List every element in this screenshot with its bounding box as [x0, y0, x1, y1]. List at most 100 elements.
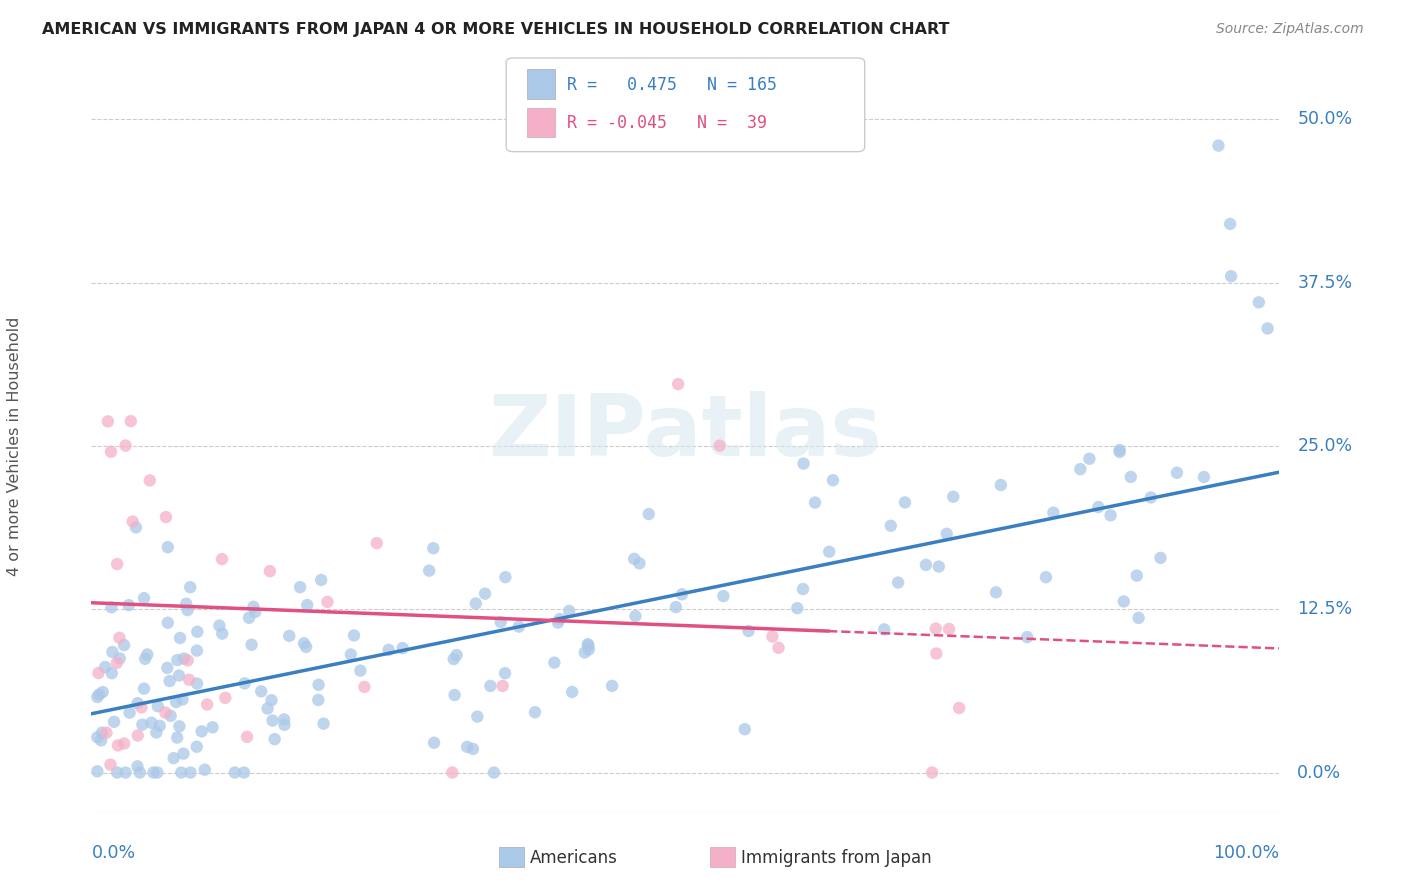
Point — [118, 598, 141, 612]
Point — [492, 679, 515, 693]
Point — [108, 651, 131, 665]
Point — [467, 709, 489, 723]
Point — [94, 660, 117, 674]
Point — [136, 648, 159, 662]
Point — [312, 716, 335, 731]
Point — [441, 765, 464, 780]
Point — [125, 520, 148, 534]
Point — [446, 648, 468, 662]
Point — [543, 656, 565, 670]
Point — [1069, 462, 1091, 476]
Text: Immigrants from Japan: Immigrants from Japan — [741, 849, 932, 867]
Point — [132, 591, 155, 606]
Text: 0.0%: 0.0% — [91, 845, 135, 863]
Point — [1257, 321, 1279, 335]
Point — [134, 652, 156, 666]
Point — [262, 714, 284, 728]
Text: 4 or more Vehicles in Household: 4 or more Vehicles in Household — [7, 317, 21, 575]
Point — [548, 612, 571, 626]
Point — [194, 763, 217, 777]
Point — [169, 719, 191, 733]
Point — [211, 552, 233, 566]
Point — [353, 680, 375, 694]
Point — [132, 681, 155, 696]
Point — [86, 690, 108, 704]
Point — [456, 739, 478, 754]
Point — [343, 628, 366, 642]
Point — [233, 676, 256, 690]
Point — [233, 765, 256, 780]
Point — [159, 673, 181, 688]
Point — [340, 648, 363, 662]
Point — [278, 629, 301, 643]
Point — [709, 439, 731, 453]
Point — [887, 575, 910, 590]
Point — [195, 698, 218, 712]
Point — [131, 717, 153, 731]
Point — [928, 559, 950, 574]
Point — [165, 695, 187, 709]
Point — [292, 636, 315, 650]
Point — [91, 725, 114, 739]
Text: 0.0%: 0.0% — [1298, 764, 1341, 781]
Text: R =   0.475   N = 165: R = 0.475 N = 165 — [567, 77, 776, 95]
Point — [163, 751, 186, 765]
Point — [308, 678, 330, 692]
Point — [804, 495, 827, 509]
Point — [925, 622, 948, 636]
Point — [1042, 506, 1064, 520]
Point — [894, 495, 917, 509]
Point — [186, 676, 208, 690]
Point — [179, 673, 201, 687]
Point — [547, 615, 569, 630]
Point — [105, 765, 128, 780]
Point — [1140, 491, 1163, 505]
Point — [97, 414, 120, 428]
Point — [273, 713, 295, 727]
Point — [91, 685, 114, 699]
Point — [915, 558, 938, 572]
Point — [508, 619, 530, 633]
Point — [127, 696, 149, 710]
Point — [86, 730, 108, 744]
Point — [948, 701, 970, 715]
Point — [938, 622, 960, 636]
Point — [576, 637, 599, 651]
Point — [288, 580, 311, 594]
Point — [792, 582, 814, 596]
Point — [295, 640, 318, 654]
Point — [768, 640, 790, 655]
Point — [121, 515, 143, 529]
Point — [180, 765, 202, 780]
Point — [256, 701, 278, 715]
Point — [925, 647, 948, 661]
Point — [1112, 594, 1135, 608]
Point — [1192, 470, 1215, 484]
Point — [186, 624, 208, 639]
Point — [86, 764, 108, 779]
Point — [558, 604, 581, 618]
Text: 12.5%: 12.5% — [1298, 600, 1353, 618]
Text: 100.0%: 100.0% — [1213, 845, 1279, 863]
Point — [443, 688, 465, 702]
Point — [1126, 568, 1149, 582]
Point — [107, 739, 129, 753]
Point — [628, 557, 651, 571]
Point — [366, 536, 388, 550]
Point — [167, 668, 190, 682]
Point — [1108, 443, 1130, 458]
Point — [734, 722, 756, 736]
Point — [1078, 451, 1101, 466]
Point — [737, 624, 759, 638]
Point — [316, 595, 339, 609]
Point — [1149, 550, 1171, 565]
Point — [186, 643, 208, 657]
Point — [309, 573, 332, 587]
Point — [561, 685, 583, 699]
Point — [238, 611, 260, 625]
Point — [101, 645, 124, 659]
Point — [156, 540, 179, 554]
Point — [578, 642, 600, 657]
Point — [821, 473, 844, 487]
Point — [190, 724, 212, 739]
